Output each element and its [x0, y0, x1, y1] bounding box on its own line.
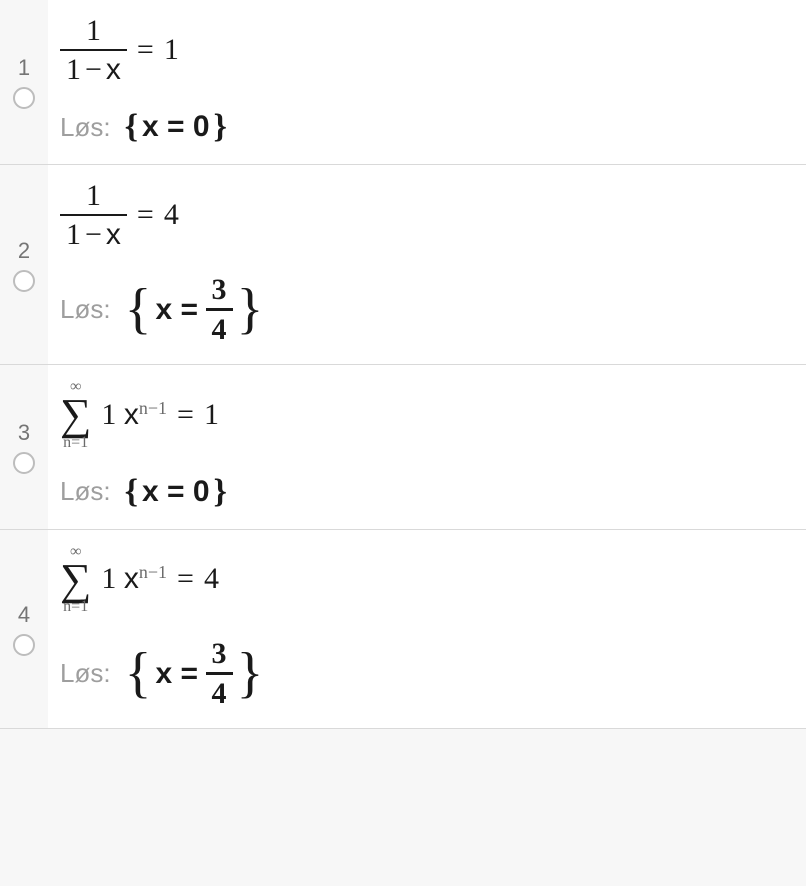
input-expression[interactable]: 1 1−x = 4 — [60, 179, 794, 251]
solution-lhs: x = — [155, 293, 198, 327]
row-gutter: 4 — [0, 530, 48, 729]
fraction-numerator: 1 — [80, 14, 107, 47]
brace-right: } — [214, 108, 227, 146]
row-content: 1 1−x = 1 Løs: { x = 0 } — [48, 0, 806, 164]
sigma-icon: ∑ — [60, 560, 91, 600]
coefficient: 1 — [101, 398, 116, 432]
brace-left: { — [125, 473, 138, 511]
sol-frac-num: 3 — [206, 637, 233, 670]
solution-expression: { x = 0 } — [125, 473, 227, 511]
summation: ∞ ∑ n=1 — [60, 379, 91, 451]
row-visibility-toggle[interactable] — [13, 87, 35, 109]
row-number: 2 — [18, 238, 30, 264]
exponent: n−1 — [139, 562, 167, 583]
cas-panel: x= 1 1 1−x = 1 Løs: { — [0, 0, 806, 729]
base-var: x — [124, 562, 139, 596]
rhs-value: 4 — [164, 198, 179, 232]
base-var: x — [124, 398, 139, 432]
sum-lower: n=1 — [63, 435, 88, 451]
sigma-icon: ∑ — [60, 395, 91, 435]
fraction: 1 1−x — [60, 179, 127, 251]
cas-row[interactable]: 2 1 1−x = 4 Løs: { x = — [0, 165, 806, 365]
solution-expression: { x = 3 4 } — [125, 637, 264, 710]
row-visibility-toggle[interactable] — [13, 270, 35, 292]
solution-expression: { x = 3 4 } — [125, 273, 264, 346]
row-content: 1 1−x = 4 Løs: { x = 3 — [48, 165, 806, 364]
solution-line: Løs: { x = 3 4 } — [60, 273, 794, 346]
row-visibility-toggle[interactable] — [13, 634, 35, 656]
solution-label: Løs: — [60, 112, 111, 143]
cas-row[interactable]: 3 ∞ ∑ n=1 1 xn−1 = 1 Løs: { x = 0 — [0, 365, 806, 530]
input-expression[interactable]: ∞ ∑ n=1 1 xn−1 = 1 — [60, 379, 794, 451]
den-part-a: 1 — [66, 53, 81, 86]
input-expression[interactable]: 1 1−x = 1 — [60, 14, 794, 86]
solution-expression: { x = 0 } — [125, 108, 227, 146]
row-gutter: 3 — [0, 365, 48, 529]
row-number: 1 — [18, 55, 30, 81]
fraction: 1 1−x — [60, 14, 127, 86]
input-expression[interactable]: ∞ ∑ n=1 1 xn−1 = 4 — [60, 544, 794, 616]
fraction-bar — [206, 308, 233, 311]
den-part-b: x — [106, 53, 121, 86]
sol-frac-den: 4 — [206, 677, 233, 710]
solution-body: x = 3 4 — [151, 273, 236, 346]
summation: ∞ ∑ n=1 — [60, 544, 91, 616]
den-op: − — [81, 53, 106, 86]
fraction-bar — [60, 214, 127, 216]
brace-left: { — [125, 108, 138, 146]
brace-left: { — [125, 651, 152, 696]
row-visibility-toggle[interactable] — [13, 452, 35, 474]
solution-label: Løs: — [60, 658, 111, 689]
solution-fraction: 3 4 — [206, 273, 233, 346]
sol-frac-num: 3 — [206, 273, 233, 306]
solution-line: Løs: { x = 0 } — [60, 473, 794, 511]
row-content: ∞ ∑ n=1 1 xn−1 = 1 Løs: { x = 0 } — [48, 365, 806, 529]
sum-lower: n=1 — [63, 599, 88, 615]
rhs-value: 4 — [204, 562, 219, 596]
coefficient: 1 — [101, 562, 116, 596]
fraction-denominator: 1−x — [60, 218, 127, 251]
cas-row[interactable]: 4 ∞ ∑ n=1 1 xn−1 = 4 Løs: { — [0, 530, 806, 730]
row-content: ∞ ∑ n=1 1 xn−1 = 4 Løs: { x = 3 — [48, 530, 806, 729]
cas-row[interactable]: 1 1 1−x = 1 Løs: { x = 0 } — [0, 0, 806, 165]
equals-sign: = — [137, 198, 154, 232]
brace-left: { — [125, 287, 152, 332]
solution-body: x = 0 — [142, 475, 210, 509]
den-op: − — [81, 218, 106, 251]
fraction-bar — [60, 49, 127, 51]
summand: 1 xn−1 — [101, 398, 167, 432]
solution-body: x = 0 — [142, 110, 210, 144]
row-number: 3 — [18, 420, 30, 446]
rhs-value: 1 — [204, 398, 219, 432]
den-part-b: x — [106, 218, 121, 251]
solution-label: Løs: — [60, 294, 111, 325]
brace-right: } — [237, 651, 264, 696]
brace-right: } — [237, 287, 264, 332]
row-gutter: 1 — [0, 0, 48, 164]
exponent: n−1 — [139, 398, 167, 419]
sol-frac-den: 4 — [206, 313, 233, 346]
equals-sign: = — [177, 562, 194, 596]
fraction-denominator: 1−x — [60, 53, 127, 86]
solution-fraction: 3 4 — [206, 637, 233, 710]
fraction-numerator: 1 — [80, 179, 107, 212]
equals-sign: = — [137, 33, 154, 67]
brace-right: } — [214, 473, 227, 511]
rhs-value: 1 — [164, 33, 179, 67]
solution-lhs: x = — [155, 657, 198, 691]
solution-label: Løs: — [60, 476, 111, 507]
solution-line: Løs: { x = 0 } — [60, 108, 794, 146]
row-gutter: 2 — [0, 165, 48, 364]
den-part-a: 1 — [66, 218, 81, 251]
summand: 1 xn−1 — [101, 562, 167, 596]
solution-body: x = 3 4 — [151, 637, 236, 710]
equals-sign: = — [177, 398, 194, 432]
solution-line: Løs: { x = 3 4 } — [60, 637, 794, 710]
fraction-bar — [206, 672, 233, 675]
row-number: 4 — [18, 602, 30, 628]
